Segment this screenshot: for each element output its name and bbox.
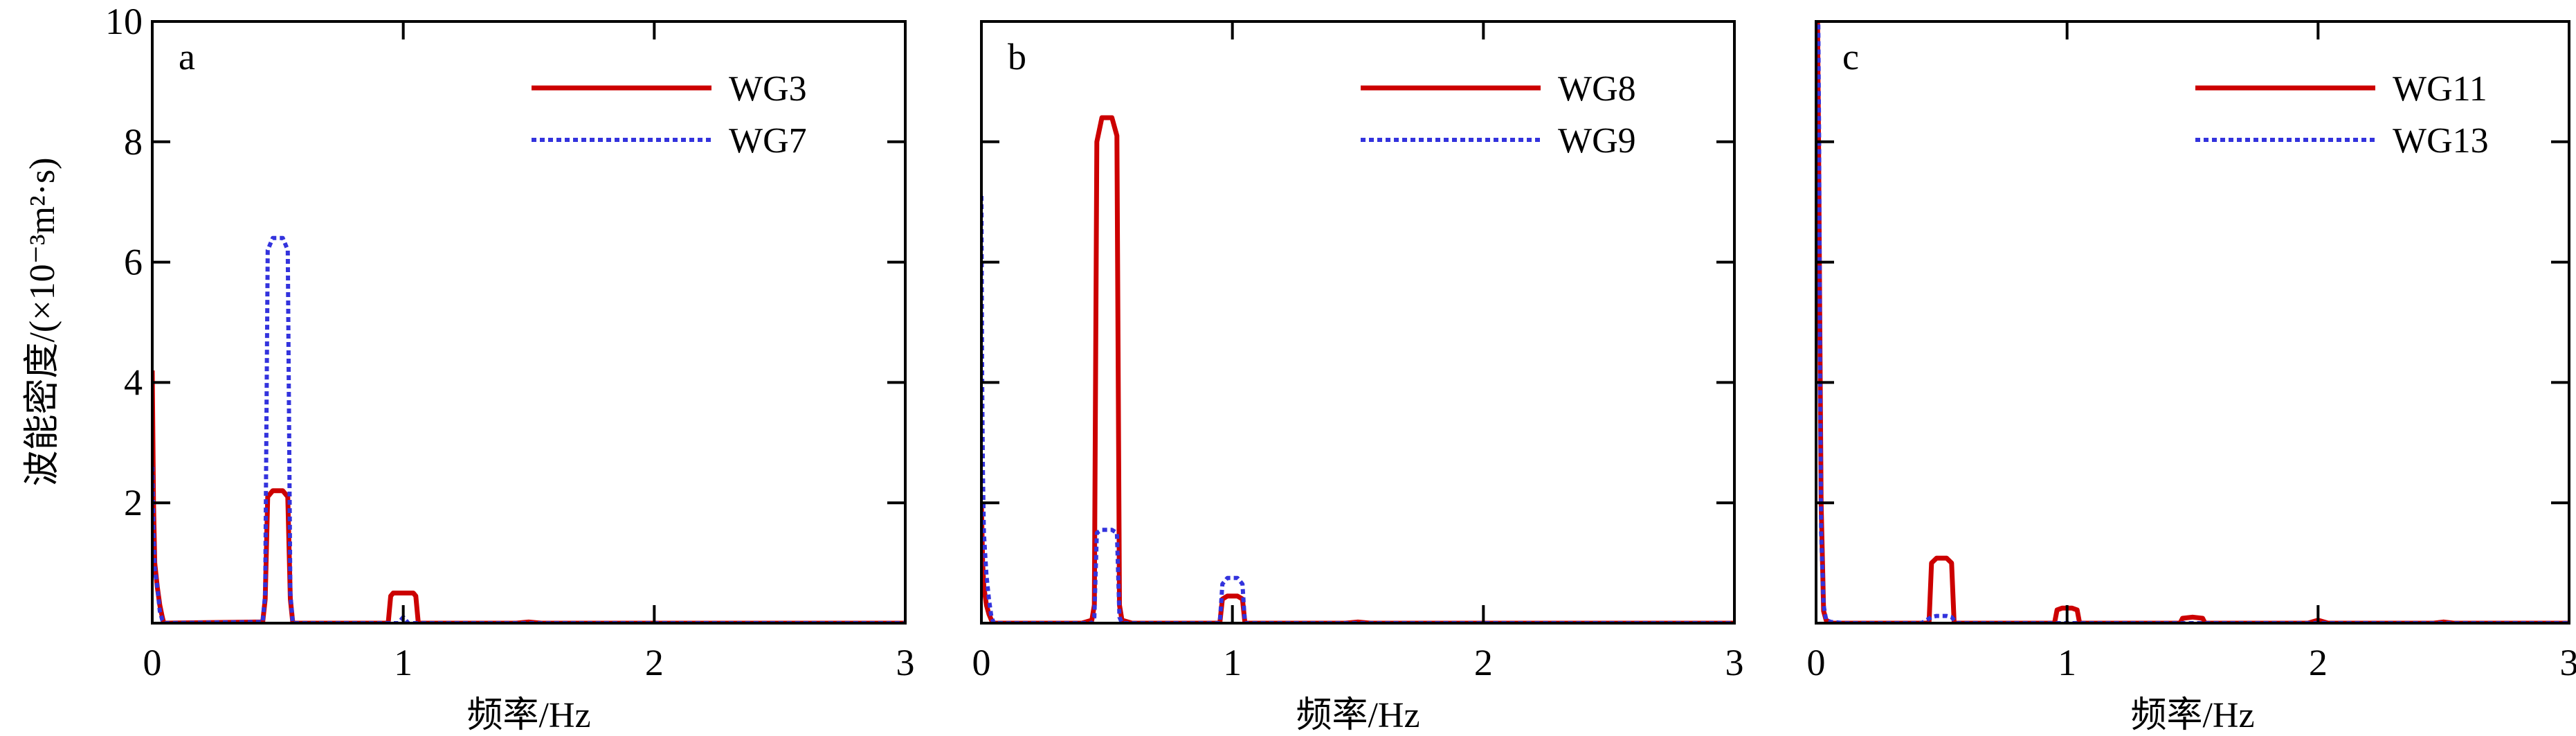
series-line-WG13 <box>1816 21 2569 623</box>
x-tick-label: 3 <box>1725 642 1744 683</box>
x-tick-label: 3 <box>2560 642 2576 683</box>
y-tick-label: 4 <box>124 361 143 403</box>
panel-c: 0 1 2 3 频率/Hz c WG11 WG13 <box>1807 20 2576 735</box>
legend-label-WG9: WG9 <box>1558 121 1636 161</box>
x-tick-label: 1 <box>1223 642 1242 683</box>
x-tick-label: 1 <box>2058 642 2076 683</box>
y-tick-label: 2 <box>124 482 143 523</box>
plot-frame <box>980 20 1736 625</box>
x-tick-label: 0 <box>143 642 162 683</box>
y-tick-label: 6 <box>124 242 143 283</box>
legend-label-WG7: WG7 <box>729 121 807 161</box>
legend-label-WG8: WG8 <box>1558 69 1636 109</box>
legend-label-WG11: WG11 <box>2393 69 2487 109</box>
x-axis-title: 频率/Hz <box>466 696 590 735</box>
x-axis-title: 频率/Hz <box>1296 696 1419 735</box>
series-line-WG7 <box>152 235 905 623</box>
series-line-WG8 <box>981 115 1734 623</box>
y-axis-title: 波能密度/(×10⁻³m²·s) <box>23 157 62 486</box>
legend-label-WG3: WG3 <box>729 69 807 109</box>
plot-frame <box>1815 20 2570 625</box>
y-tick-label: 8 <box>124 121 143 163</box>
x-tick-label: 3 <box>896 642 915 683</box>
panel-label: c <box>1842 36 1859 78</box>
panel-label: a <box>179 36 195 78</box>
legend: WG11 WG13 <box>2195 69 2489 161</box>
x-tick-label: 0 <box>972 642 991 683</box>
x-tick-label: 2 <box>1474 642 1493 683</box>
x-tick-label: 0 <box>1807 642 1826 683</box>
series-line-WG3 <box>152 370 905 623</box>
x-tick-label: 1 <box>394 642 412 683</box>
x-tick-label: 2 <box>645 642 664 683</box>
plot-frame <box>151 20 907 625</box>
legend-label-WG13: WG13 <box>2393 121 2489 161</box>
y-tick-label: 10 <box>105 1 143 42</box>
x-tick-label: 2 <box>2309 642 2328 683</box>
panel-label: b <box>1008 36 1026 78</box>
x-axis-title: 频率/Hz <box>2130 696 2254 735</box>
